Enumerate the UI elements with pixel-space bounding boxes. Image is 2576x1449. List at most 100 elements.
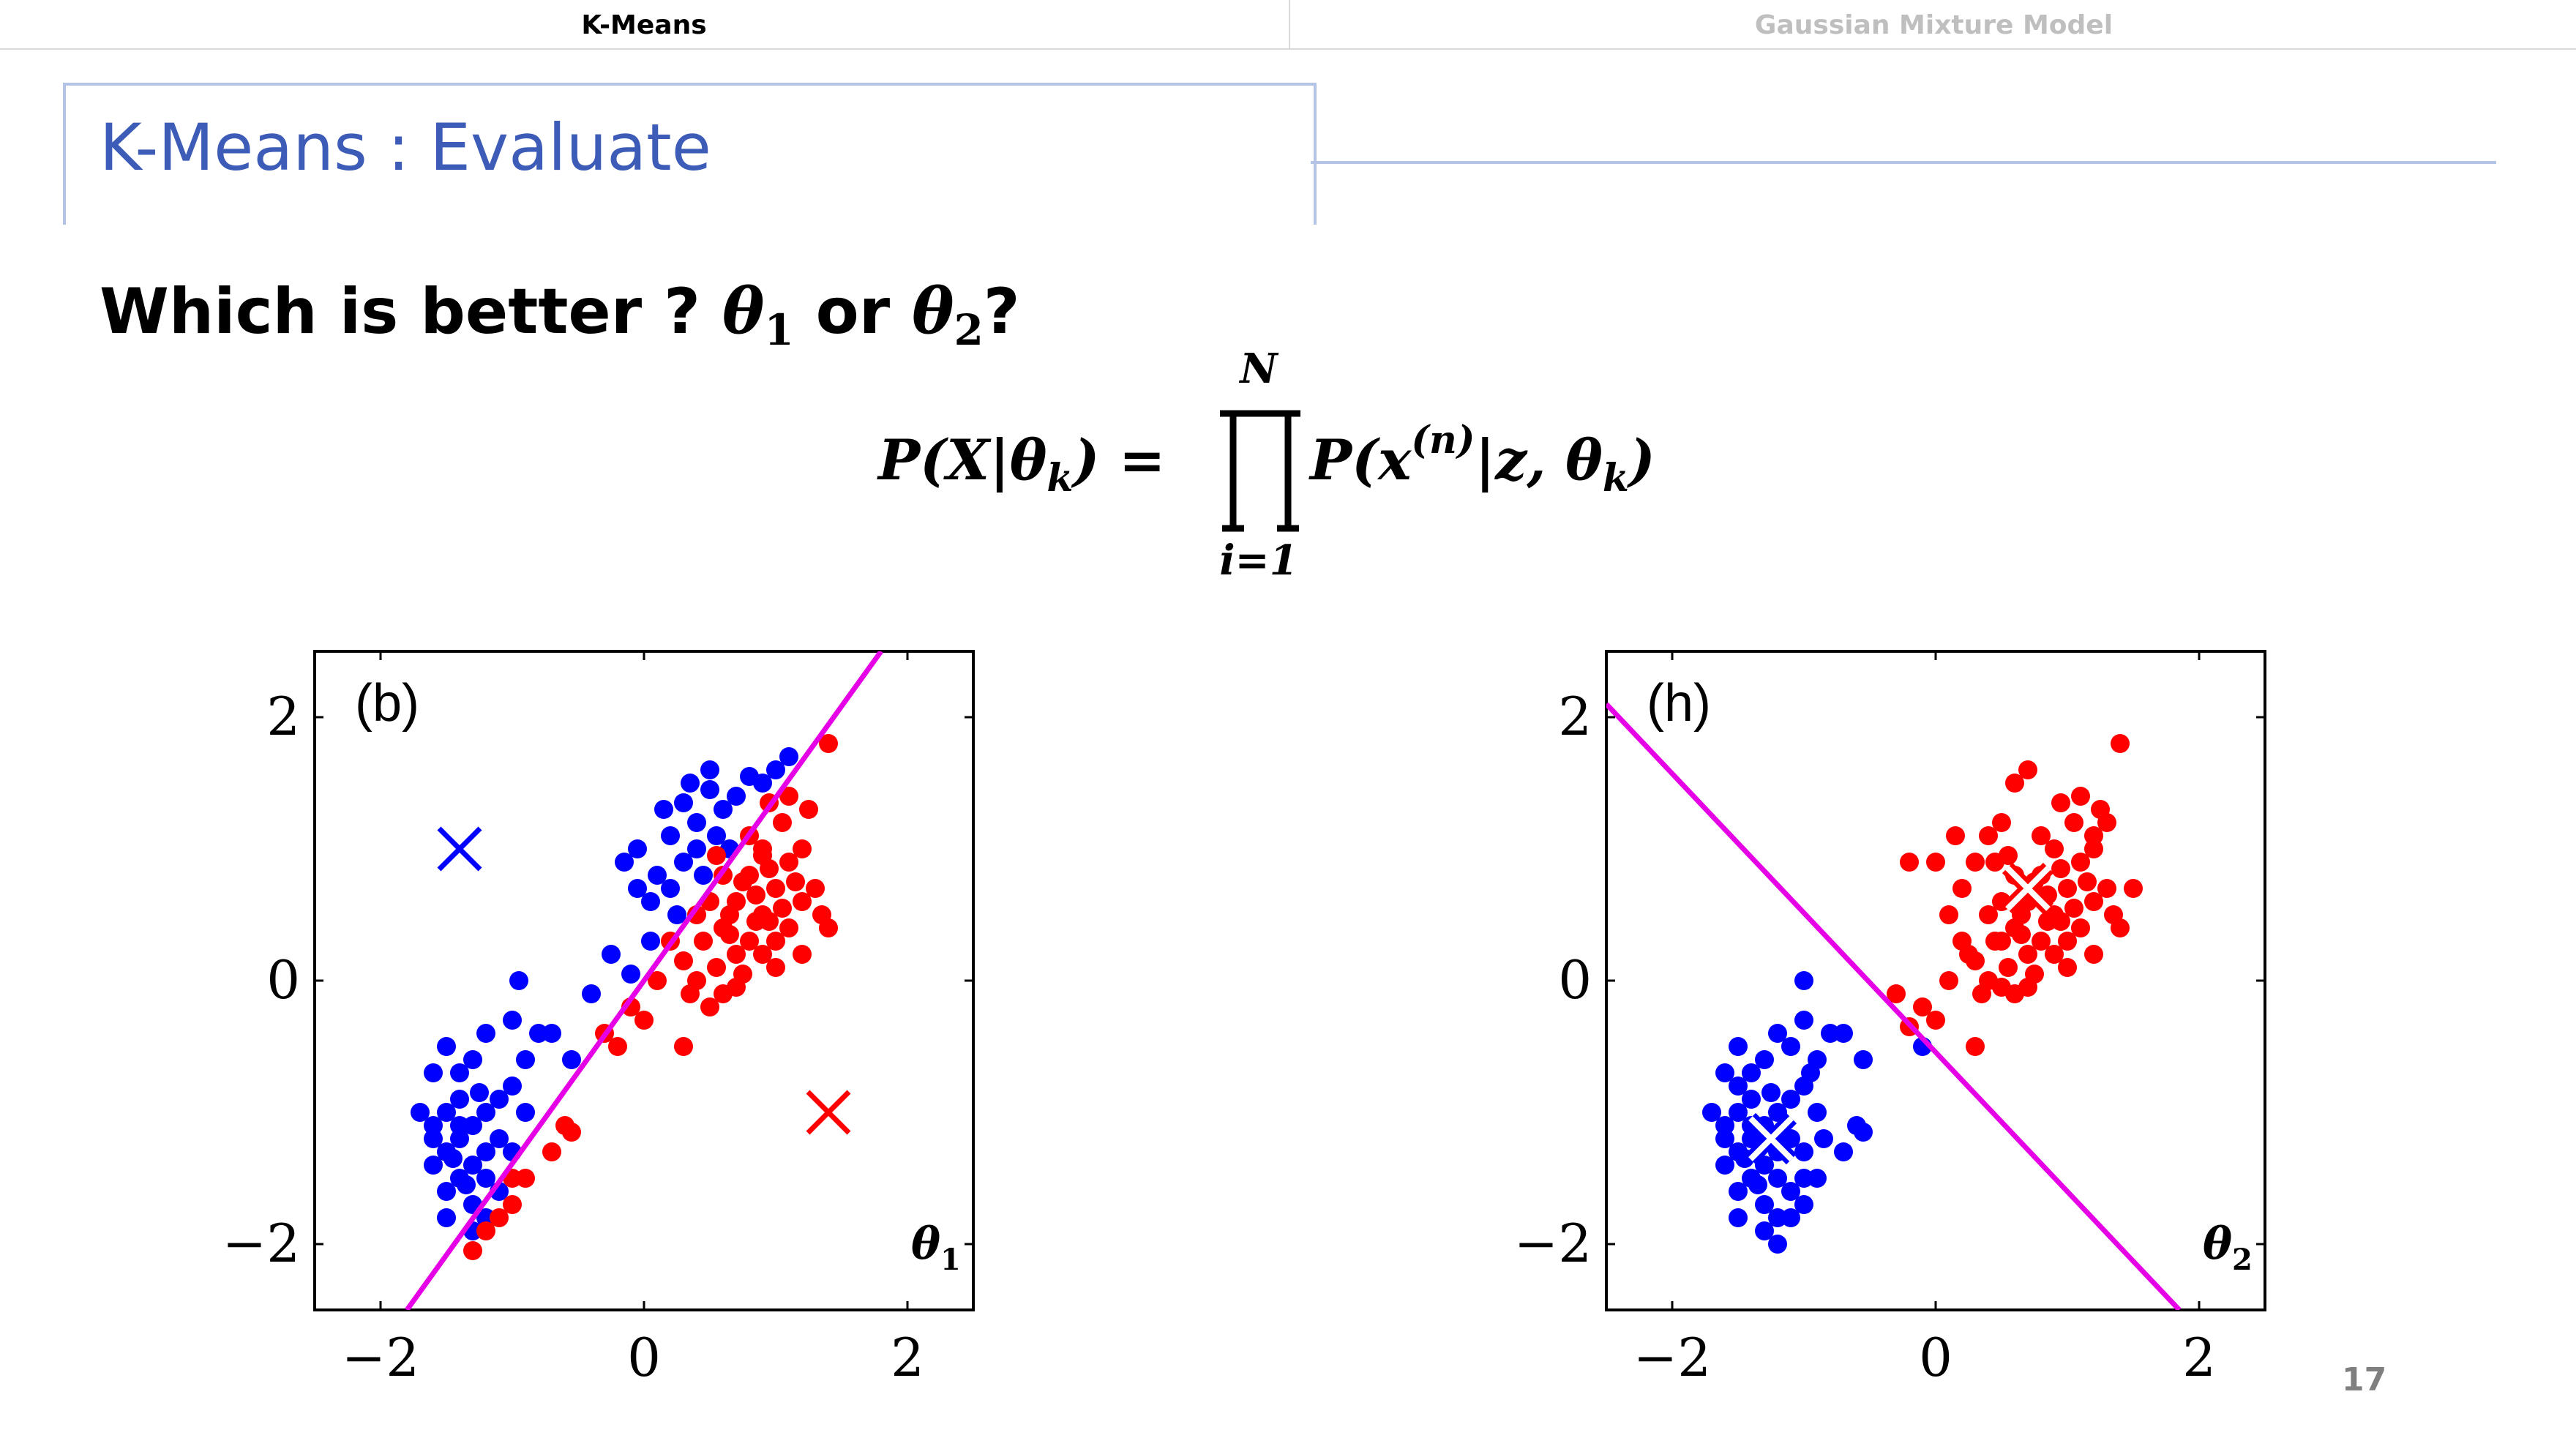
data-point-blue — [1794, 1195, 1813, 1214]
data-point-blue — [1794, 971, 1813, 990]
product-symbol — [1220, 410, 1300, 532]
x-tick-label: 0 — [1919, 1327, 1952, 1388]
data-point-blue — [457, 1175, 476, 1194]
data-point-red — [727, 978, 746, 997]
data-point-red — [1939, 905, 1958, 924]
data-point-red — [490, 1208, 509, 1227]
data-point-blue — [1768, 1024, 1787, 1043]
data-point-red — [648, 971, 667, 990]
center-mark — [437, 826, 482, 872]
center-mark — [1748, 1116, 1794, 1161]
page-title: K-Means : Evaluate — [100, 110, 711, 185]
data-point-blue — [1755, 1221, 1774, 1240]
data-point-blue — [529, 1024, 548, 1043]
data-point-blue — [628, 879, 647, 898]
cluster-center-blue — [437, 826, 482, 872]
data-point-blue — [476, 1103, 495, 1122]
data-point-blue — [424, 1156, 443, 1175]
data-point-blue — [615, 853, 634, 872]
data-point-blue — [700, 760, 719, 779]
data-point-red — [2064, 899, 2083, 918]
theta-2: θ2 — [912, 274, 984, 355]
data-point-blue — [628, 839, 647, 858]
tab-gaussian-mixture-model[interactable]: Gaussian Mixture Model — [1289, 0, 2576, 48]
data-point-red — [766, 958, 785, 977]
question-lead: Which is better ? — [100, 275, 722, 348]
data-point-red — [2012, 925, 2031, 944]
data-point-red — [786, 872, 805, 891]
data-point-blue — [463, 1156, 482, 1175]
data-point-blue — [1801, 1063, 1820, 1082]
scatter-plot-theta-1: −2 0 2 −2 0 2 (b) θ 1 — [222, 650, 975, 1388]
data-point-red — [1966, 1037, 1985, 1056]
data-point-red — [799, 800, 818, 819]
top-nav: K-Means Gaussian Mixture Model — [0, 0, 2576, 50]
data-point-blue — [1748, 1175, 1767, 1194]
data-point-blue — [437, 1037, 456, 1056]
data-point-red — [2097, 879, 2116, 898]
data-point-red — [2045, 839, 2064, 858]
data-point-blue — [411, 1103, 430, 1122]
data-point-blue — [1742, 1063, 1761, 1082]
data-point-red — [2038, 912, 2057, 931]
data-point-blue — [516, 1103, 535, 1122]
data-point-blue — [1755, 1050, 1774, 1069]
data-point-red — [819, 734, 838, 753]
data-point-blue — [1768, 1208, 1787, 1227]
title-frame — [63, 83, 1317, 225]
data-point-blue — [509, 971, 528, 990]
data-point-red — [2064, 813, 2083, 832]
data-point-red — [1992, 932, 2011, 951]
data-point-red — [2071, 787, 2090, 806]
data-point-red — [1926, 853, 1945, 872]
data-point-red — [463, 1241, 482, 1260]
data-point-red — [2071, 918, 2090, 937]
y-tick-label: 2 — [266, 686, 300, 747]
data-point-blue — [1854, 1123, 1873, 1142]
data-point-red — [1900, 853, 1919, 872]
data-point-blue — [621, 965, 640, 984]
data-point-red — [2097, 813, 2116, 832]
data-point-red — [720, 925, 739, 944]
data-point-red — [562, 1123, 581, 1142]
data-point-red — [766, 932, 785, 951]
decision-boundary — [405, 651, 883, 1310]
x-tick-label: −2 — [1633, 1327, 1711, 1388]
data-point-blue — [476, 1142, 495, 1161]
data-point-red — [707, 846, 726, 865]
data-point-blue — [641, 932, 660, 951]
data-point-red — [2084, 945, 2103, 964]
data-point-red — [1992, 813, 2011, 832]
question-mark: ? — [983, 275, 1020, 348]
data-point-red — [1926, 1011, 1945, 1030]
data-point-blue — [437, 1103, 456, 1122]
data-point-red — [1992, 978, 2011, 997]
tab-k-means[interactable]: K-Means — [581, 10, 707, 40]
x-tick-label: −2 — [342, 1327, 419, 1388]
data-point-blue — [1794, 1169, 1813, 1188]
data-point-red — [779, 787, 798, 806]
data-point-blue — [1729, 1037, 1748, 1056]
theta-subscript: 1 — [940, 1243, 961, 1277]
data-point-blue — [1742, 1090, 1761, 1109]
data-point-blue — [1834, 1024, 1853, 1043]
data-point-blue — [463, 1116, 482, 1135]
data-point-red — [2111, 918, 2130, 937]
plot-area — [1605, 650, 2266, 1311]
data-point-red — [2058, 932, 2077, 951]
data-point-red — [542, 1142, 561, 1161]
data-point-blue — [470, 1083, 489, 1102]
data-point-red — [1972, 984, 1991, 1003]
data-point-blue — [1781, 1090, 1800, 1109]
page-number: 17 — [2342, 1361, 2387, 1399]
data-point-blue — [450, 1116, 469, 1135]
data-point-red — [694, 932, 713, 951]
data-point-blue — [1794, 1142, 1813, 1161]
data-point-blue — [1808, 1103, 1827, 1122]
data-point-blue — [1794, 1011, 1813, 1030]
data-point-red — [793, 945, 812, 964]
data-point-blue — [1715, 1129, 1734, 1148]
center-mark — [806, 1090, 851, 1135]
data-point-red — [746, 912, 765, 931]
decision-boundary — [1606, 702, 2182, 1310]
